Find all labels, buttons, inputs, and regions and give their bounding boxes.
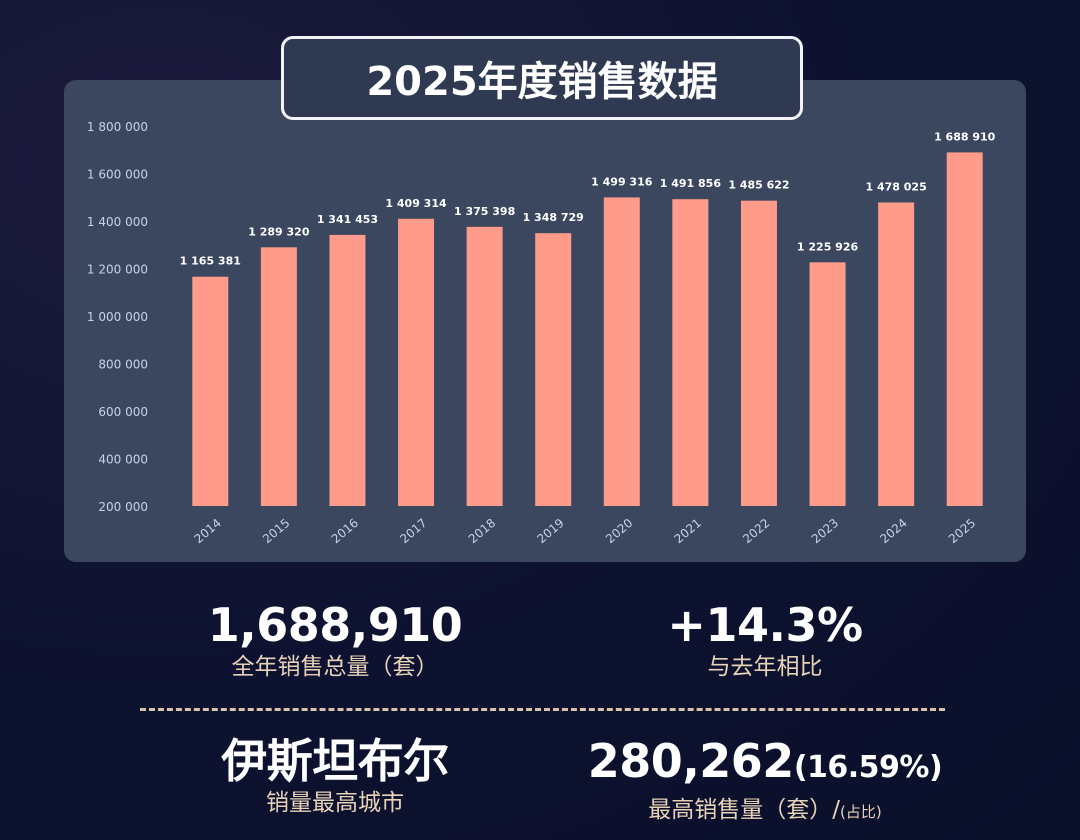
y-tick-label: 200 000 — [98, 500, 148, 514]
bar — [809, 262, 846, 506]
bar-data-label: 1 225 926 — [797, 240, 859, 253]
x-tick-label: 2024 — [877, 516, 909, 546]
total-sales-label: 全年销售总量（套） — [231, 654, 439, 680]
bar — [740, 200, 777, 506]
max-sales-label: 最高销售量（套）/ — [648, 797, 841, 823]
x-tick-label: 2020 — [603, 516, 635, 546]
top-city-label: 销量最高城市 — [266, 790, 404, 816]
x-tick-label: 2015 — [260, 516, 292, 546]
bar-data-label: 1 348 729 — [523, 211, 584, 224]
max-sales-percent: (16.59%) — [793, 750, 943, 785]
top-city-value: 伊斯坦布尔 — [221, 734, 449, 788]
bar-chart: 200 000 400 000 600 000 800 000 1 000 000 1 2… — [87, 120, 996, 546]
total-sales-stat: 1,688,910 全年销售总量（套） — [180, 598, 490, 682]
max-sales-stat: 280,262(16.59%) 最高销售量（套）/(占比) — [570, 734, 960, 827]
bar-data-label: 1 341 453 — [317, 213, 378, 226]
y-tick-label: 1 400 000 — [87, 215, 148, 229]
x-tick-label: 2017 — [397, 516, 429, 546]
bar-data-label: 1 375 398 — [454, 205, 515, 218]
x-tick-label: 2016 — [329, 516, 361, 546]
bar — [535, 233, 572, 506]
x-tick-label: 2025 — [946, 516, 978, 546]
y-tick-label: 1 200 000 — [87, 263, 148, 277]
bar — [192, 276, 229, 506]
dashed-divider — [140, 708, 945, 711]
page-title: 2025年度销售数据 — [281, 36, 803, 120]
y-tick-label: 1 800 000 — [87, 120, 148, 134]
bar — [398, 218, 435, 507]
bar-data-label: 1 485 622 — [728, 179, 789, 192]
max-sales-label-share: (占比) — [840, 803, 882, 821]
bar-data-label: 1 289 320 — [248, 225, 310, 238]
x-tick-label: 2018 — [466, 516, 498, 546]
bar — [878, 202, 915, 506]
y-tick-label: 400 000 — [98, 453, 148, 467]
y-tick-label: 1 600 000 — [87, 168, 148, 182]
x-tick-label: 2022 — [740, 516, 772, 546]
bar-data-label: 1 165 381 — [180, 255, 241, 268]
bar — [260, 247, 297, 506]
growth-value: +14.3% — [667, 598, 863, 652]
x-tick-label: 2019 — [534, 516, 566, 546]
x-tick-label: 2023 — [809, 516, 841, 546]
growth-stat: +14.3% 与去年相比 — [610, 598, 920, 682]
y-tick-label: 1 000 000 — [87, 310, 148, 324]
x-tick-label: 2014 — [192, 516, 224, 546]
bar-data-label: 1 688 910 — [934, 130, 996, 143]
bar-data-label: 1 491 856 — [660, 177, 722, 190]
total-sales-value: 1,688,910 — [207, 598, 463, 652]
bar-data-label: 1 499 316 — [591, 175, 653, 188]
bar — [466, 226, 503, 507]
x-tick-label: 2021 — [672, 516, 704, 546]
bar-data-label: 1 478 025 — [866, 180, 927, 193]
top-city-stat: 伊斯坦布尔 销量最高城市 — [180, 734, 490, 818]
growth-label: 与去年相比 — [707, 654, 823, 680]
bar — [329, 234, 366, 506]
max-sales-value: 280,262 — [587, 734, 795, 788]
y-tick-label: 800 000 — [98, 358, 148, 372]
bar — [672, 199, 709, 506]
bar-data-label: 1 409 314 — [385, 197, 447, 210]
y-tick-label: 600 000 — [98, 405, 148, 419]
bar — [603, 197, 640, 506]
bar — [946, 152, 983, 506]
